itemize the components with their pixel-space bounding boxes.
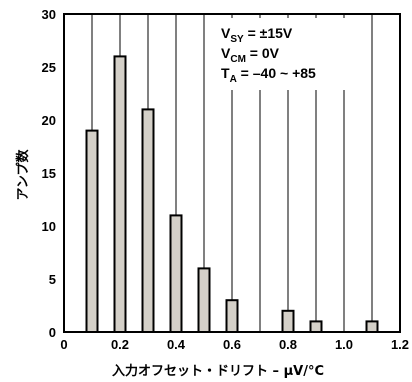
x-tick-label: 0.2	[111, 337, 129, 352]
annotation-vcm: VCM = 0V	[221, 45, 280, 65]
x-tick-label: 0.4	[167, 337, 186, 352]
bar	[85, 129, 99, 333]
x-tick-label: 0.8	[279, 337, 297, 352]
y-tick-label: 10	[42, 219, 56, 234]
x-tick-labels: 0 0.2 0.4 0.6 0.8 1.0 1.2	[60, 337, 409, 352]
x-tick-label: 0.6	[223, 337, 241, 352]
x-axis-label: 入力オフセット・ドリフト – µV/°C	[112, 363, 324, 379]
bar	[365, 320, 379, 333]
bar	[225, 299, 239, 334]
bar	[113, 55, 127, 334]
y-tick-label: 20	[42, 113, 56, 128]
condition-annotation: VSY = ±15V VCM = 0V TA = –40 ~ +85	[220, 18, 346, 90]
bar	[169, 214, 183, 333]
bar	[281, 309, 295, 333]
y-tick-label: 25	[42, 60, 56, 75]
bar	[309, 320, 323, 333]
annotation-vsy: VSY = ±15V	[221, 25, 293, 45]
bar	[197, 267, 211, 333]
y-tick-label: 30	[42, 7, 56, 22]
plot-frame	[63, 13, 401, 333]
annotation-ta: TA = –40 ~ +85	[221, 65, 316, 85]
y-tick-label: 0	[49, 325, 56, 340]
bar	[141, 108, 155, 334]
annotation-background	[220, 18, 346, 90]
x-tick-label: 1.0	[335, 337, 353, 352]
x-tick-label: 0	[60, 337, 67, 352]
x-tick-label: 1.2	[391, 337, 409, 352]
y-tick-label: 15	[42, 166, 56, 181]
y-tick-labels: 0 5 10 15 20 25 30	[42, 7, 56, 340]
y-tick-label: 5	[49, 272, 56, 287]
y-axis-label: アンプ数	[15, 148, 31, 200]
